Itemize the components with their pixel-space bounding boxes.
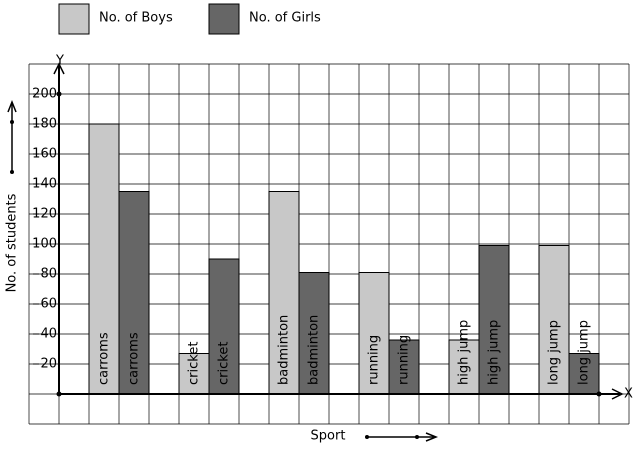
bar	[448, 339, 480, 395]
bar	[478, 245, 510, 395]
y-tick-label: 140	[32, 177, 57, 192]
bar-label: long jump	[547, 320, 562, 385]
bar	[358, 272, 390, 395]
bar-label: cricket	[217, 342, 232, 385]
y-tick-label: 120	[32, 207, 57, 222]
x-axis-name: X	[624, 387, 633, 402]
y-tick-label: 200	[32, 87, 57, 102]
decor-arrow-head	[425, 432, 439, 442]
y-tick-label: 100	[32, 237, 57, 252]
y-axis-name: Y	[55, 54, 64, 69]
origin-dot	[56, 391, 62, 397]
decor-dot	[10, 120, 14, 124]
bar-label: cricket	[187, 342, 202, 385]
bar-label: running	[397, 335, 412, 385]
bar-label: high jump	[487, 320, 502, 385]
bar	[298, 272, 330, 395]
bar-label: badminton	[307, 315, 322, 385]
x-arrow	[611, 388, 624, 400]
bar-label: carroms	[127, 332, 142, 385]
axis-dot	[56, 91, 62, 97]
bar-label: running	[367, 335, 382, 385]
bar-label: high jump	[457, 320, 472, 385]
y-tick-label: 160	[32, 147, 57, 162]
x-axis-title: Sport	[311, 429, 346, 444]
decor-dot	[10, 170, 14, 174]
y-arrow	[53, 62, 65, 75]
bar	[208, 258, 240, 395]
bar-label: carroms	[97, 332, 112, 385]
bar	[538, 245, 570, 395]
y-tick-label: 80	[40, 267, 57, 282]
bar	[568, 353, 600, 395]
decor-dot	[365, 435, 369, 439]
y-tick-label: 40	[40, 327, 57, 342]
y-tick-label: 20	[40, 357, 57, 372]
decor-dot	[415, 435, 419, 439]
axis-dot	[596, 391, 602, 397]
decor-arrow-head	[7, 99, 17, 113]
chart-layer: 20 40 60 80 100 120 140 160 180 200 No. of Boys No.…	[32, 3, 600, 395]
legend-label: No. of Boys	[99, 11, 173, 26]
y-tick-label: 60	[40, 297, 57, 312]
legend-swatch	[208, 3, 240, 35]
legend-swatch	[58, 3, 90, 35]
y-tick-label: 180	[32, 117, 57, 132]
legend-label: No. of Girls	[249, 11, 321, 26]
bar-label: badminton	[277, 315, 292, 385]
bar-label: long jump	[577, 320, 592, 385]
bar	[118, 191, 150, 395]
y-axis-title: No. of students	[5, 193, 20, 292]
bar	[388, 339, 420, 395]
